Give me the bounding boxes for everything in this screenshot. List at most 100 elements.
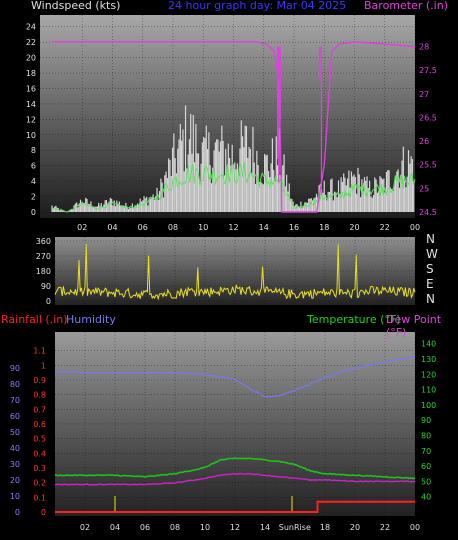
dir-tick-label: 180 bbox=[36, 267, 51, 276]
rainfall-tick-label: 0.4 bbox=[33, 449, 46, 458]
env-x-tick-label: 10 bbox=[200, 523, 210, 532]
dir-letter: N bbox=[426, 232, 435, 246]
baro-tick-label: 27.5 bbox=[419, 66, 437, 75]
rainfall-tick-label: 1 bbox=[41, 361, 46, 370]
wind-tick-label: 2 bbox=[31, 193, 36, 202]
env-x-tick-label: 02 bbox=[80, 523, 90, 532]
wind-x-tick-label: 00 bbox=[410, 223, 420, 232]
wind-tick-label: 4 bbox=[31, 177, 36, 186]
humidity-tick-label: 0 bbox=[15, 508, 20, 517]
wind-tick-label: 0 bbox=[31, 208, 36, 217]
rainfall-line bbox=[55, 500, 415, 513]
rainfall-tick-label: 1.1 bbox=[33, 347, 46, 356]
wind-direction-line bbox=[54, 243, 416, 301]
baro-tick-label: 28 bbox=[419, 43, 429, 52]
temperature-tick-label: 100 bbox=[421, 401, 436, 410]
rainfall-tick-label: 0.3 bbox=[33, 464, 46, 473]
env-x-tick-label: 08 bbox=[170, 523, 180, 532]
wind-tick-label: 6 bbox=[31, 162, 36, 171]
env-x-tick-label: 18 bbox=[320, 523, 330, 532]
humidity-tick-label: 30 bbox=[10, 460, 20, 469]
wind-x-tick-label: 10 bbox=[198, 223, 208, 232]
wind-x-tick-label: 22 bbox=[380, 223, 390, 232]
temperature-tick-label: 70 bbox=[421, 447, 431, 456]
wind-tick-label: 22 bbox=[26, 38, 36, 47]
env-x-tick-label: 00 bbox=[410, 523, 420, 532]
wind-x-tick-label: 14 bbox=[259, 223, 269, 232]
env-x-tick-label: 20 bbox=[350, 523, 360, 532]
graph-title: 24 hour graph day: Mar 04 2025 bbox=[168, 0, 347, 12]
windspeed-label: Windspeed (kts) bbox=[31, 0, 121, 12]
dir-tick-label: 0 bbox=[46, 297, 51, 306]
rainfall-tick-label: 0.8 bbox=[33, 391, 46, 400]
rainfall-tick-label: 0.7 bbox=[33, 405, 46, 414]
dewpoint-label: Dew Point (°F) bbox=[386, 313, 442, 339]
baro-tick-label: 25 bbox=[419, 184, 429, 193]
dir-letter: N bbox=[426, 292, 435, 306]
temperature-tick-label: 110 bbox=[421, 386, 436, 395]
temperature-tick-label: 120 bbox=[421, 370, 436, 379]
wind-tick-label: 24 bbox=[26, 23, 36, 32]
humidity-label: Humidity bbox=[66, 313, 116, 326]
wind-tick-label: 16 bbox=[26, 84, 36, 93]
rainfall-tick-label: 0.6 bbox=[33, 420, 46, 429]
dir-letter: E bbox=[426, 277, 434, 291]
wind-tick-label: 18 bbox=[26, 69, 36, 78]
temperature-tick-label: 130 bbox=[421, 355, 436, 364]
temperature-tick-label: 40 bbox=[421, 493, 431, 502]
humidity-tick-label: 90 bbox=[10, 364, 20, 373]
rainfall-tick-label: 0.2 bbox=[33, 479, 46, 488]
env-x-tick-label: Sun bbox=[279, 523, 294, 532]
rainfall-label: Rainfall (.in) bbox=[1, 313, 68, 326]
baro-tick-label: 26 bbox=[419, 137, 429, 146]
temperature-line bbox=[54, 457, 416, 480]
humidity-tick-label: 40 bbox=[10, 444, 20, 453]
temperature-tick-label: 90 bbox=[421, 416, 431, 425]
env-x-tick-label: 22 bbox=[380, 523, 390, 532]
wind-tick-label: 10 bbox=[26, 131, 36, 140]
humidity-tick-label: 10 bbox=[10, 492, 20, 501]
temperature-tick-label: 50 bbox=[421, 477, 431, 486]
wind-tick-label: 8 bbox=[31, 146, 36, 155]
temperature-tick-label: 60 bbox=[421, 462, 431, 471]
header: Windspeed (kts) 24 hour graph day: Mar 0… bbox=[0, 0, 458, 14]
env-x-tick-label: Rise bbox=[294, 523, 311, 532]
dir-tick-label: 90 bbox=[41, 282, 51, 291]
wind-x-tick-label: 18 bbox=[319, 223, 329, 232]
wind-x-tick-label: 04 bbox=[107, 223, 117, 232]
rainfall-tick-label: 0.9 bbox=[33, 376, 46, 385]
temperature-tick-label: 80 bbox=[421, 431, 431, 440]
barometer-label: Barometer (.in) bbox=[364, 0, 448, 12]
humidity-tick-label: 50 bbox=[10, 428, 20, 437]
env-x-tick-label: 12 bbox=[230, 523, 240, 532]
rainfall-tick-label: 0 bbox=[41, 508, 46, 517]
humidity-tick-label: 20 bbox=[10, 476, 20, 485]
dir-letter: S bbox=[426, 262, 434, 276]
wind-x-tick-label: 02 bbox=[77, 223, 87, 232]
dir-tick-label: 270 bbox=[36, 252, 51, 261]
baro-tick-label: 24.5 bbox=[419, 208, 437, 217]
direction-legend: N W S E N bbox=[426, 232, 440, 312]
rainfall-tick-label: 0.5 bbox=[33, 435, 46, 444]
wind-average-line bbox=[51, 161, 416, 213]
wind-x-tick-label: 12 bbox=[228, 223, 238, 232]
env-x-tick-label: 04 bbox=[110, 523, 120, 532]
wind-x-tick-label: 16 bbox=[289, 223, 299, 232]
wind-tick-label: 14 bbox=[26, 100, 36, 109]
dir-letter: W bbox=[426, 247, 438, 261]
env-x-tick-label: 06 bbox=[140, 523, 150, 532]
dir-tick-label: 360 bbox=[36, 237, 51, 246]
humidity-tick-label: 70 bbox=[10, 396, 20, 405]
temperature-tick-label: 140 bbox=[421, 340, 436, 349]
dew-point-line bbox=[55, 472, 416, 486]
wind-x-tick-label: 08 bbox=[168, 223, 178, 232]
rainfall-tick-label: 0.1 bbox=[33, 493, 46, 502]
wind-tick-label: 20 bbox=[26, 54, 36, 63]
wind-x-tick-label: 06 bbox=[138, 223, 148, 232]
wind-x-tick-label: 20 bbox=[349, 223, 359, 232]
baro-tick-label: 27 bbox=[419, 90, 429, 99]
baro-tick-label: 26.5 bbox=[419, 113, 437, 122]
wind-tick-label: 12 bbox=[26, 115, 36, 124]
humidity-tick-label: 80 bbox=[10, 380, 20, 389]
